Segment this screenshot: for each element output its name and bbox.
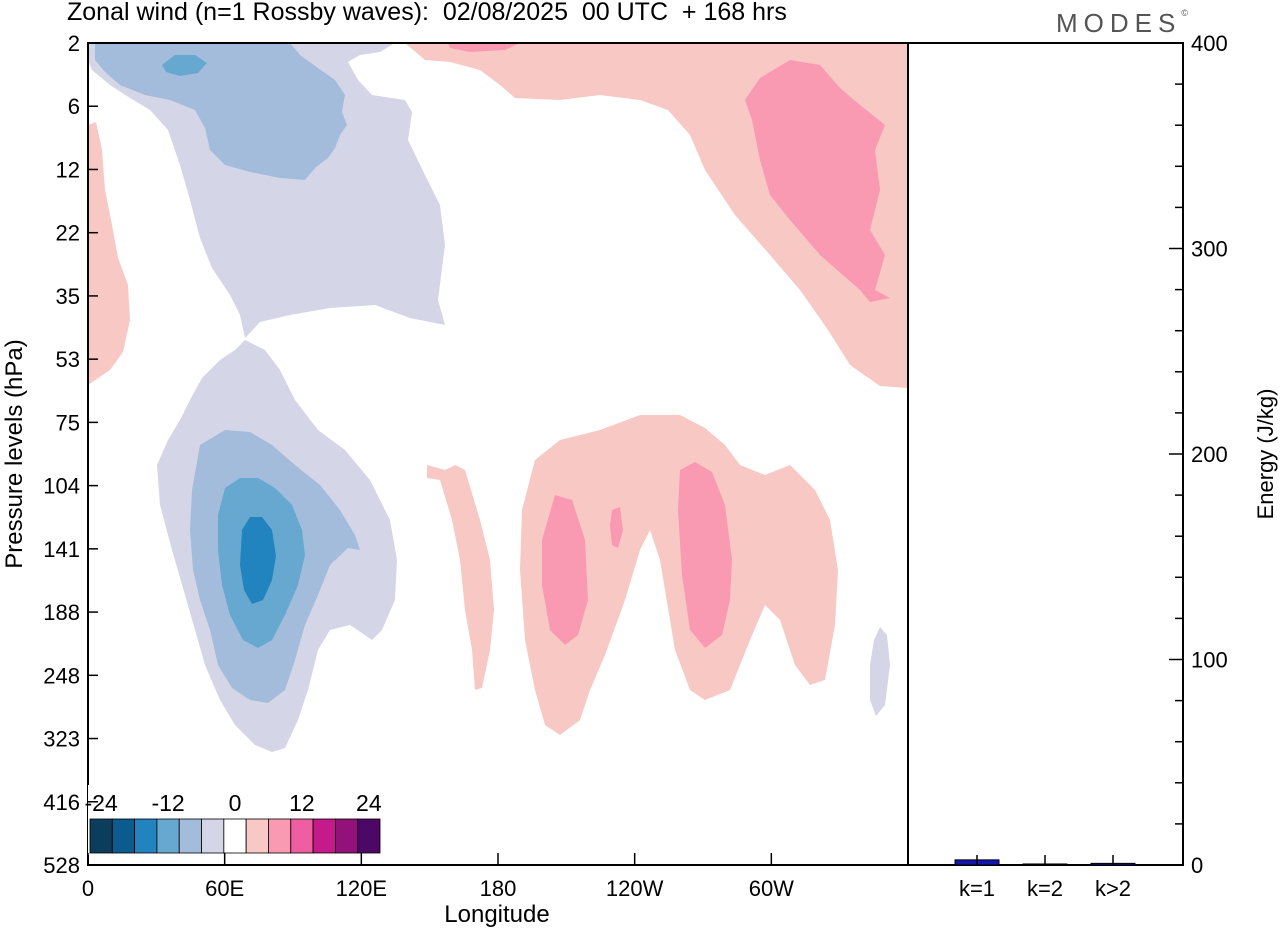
colorbar-swatch — [334, 818, 359, 854]
modes-logo-text: MODES — [1056, 8, 1182, 38]
y-tick-label: 104 — [43, 474, 80, 499]
x-tick-label: 0 — [82, 876, 94, 901]
colorbar-swatch — [89, 818, 113, 854]
copyright-mark: © — [1181, 8, 1188, 18]
y-tick-label: 22 — [56, 221, 80, 246]
y-tick-label: 75 — [56, 410, 80, 435]
energy-category-label: k>2 — [1095, 876, 1131, 901]
contour-pos-8-core-160w — [542, 495, 588, 645]
colorbar-swatch — [312, 818, 336, 854]
x-tick-label: 120W — [606, 876, 664, 901]
energy-tick-label: 300 — [1191, 237, 1228, 262]
contour-field — [88, 43, 908, 752]
contour-pos-8-core-120w — [678, 462, 732, 648]
contour-neg-4-small-blob — [870, 627, 890, 716]
colorbar-label: 0 — [229, 790, 242, 816]
colorbar-swatch — [134, 818, 158, 854]
x-axis: 0 60E 120E 180 120W 60W — [82, 853, 794, 901]
x-tick-label: 60E — [205, 876, 244, 901]
energy-category-label: k=1 — [959, 876, 995, 901]
y-tick-label: 12 — [56, 157, 80, 182]
x-tick-label: 60W — [749, 876, 794, 901]
y-tick-label: 188 — [43, 600, 80, 625]
y-axis: 2 6 12 22 35 53 75 104 141 188 248 323 416 528 — [43, 31, 98, 878]
colorbar-swatch — [223, 818, 247, 854]
energy-bars: k=1 k=2 k>2 — [954, 855, 1136, 901]
colorbar-swatch — [268, 818, 292, 854]
energy-tick-label: 400 — [1191, 31, 1228, 56]
contour-neg-16-jet-core — [240, 517, 276, 604]
energy-category-label: k=2 — [1027, 876, 1063, 901]
contour-pos-8-top-core — [448, 43, 520, 52]
colorbar-swatch — [357, 818, 381, 854]
energy-axis-label: Energy (J/kg) — [1253, 389, 1278, 520]
colorbar-label: 24 — [356, 790, 382, 816]
colorbar-swatch — [178, 818, 202, 854]
colorbar-swatch — [290, 818, 314, 854]
y-tick-label: 6 — [68, 94, 80, 119]
energy-axis: 0 100 200 300 400 — [1169, 31, 1228, 878]
colorbar-label: -24 — [85, 790, 118, 816]
energy-tick-label: 0 — [1191, 853, 1203, 878]
y-tick-label: 35 — [56, 284, 80, 309]
y-tick-label: 2 — [68, 31, 80, 56]
contour-neg-8-upper — [95, 43, 347, 180]
contour-pos-4-thin-plume — [427, 465, 494, 690]
energy-plot-frame — [907, 42, 1184, 866]
y-tick-label: 416 — [43, 790, 80, 815]
y-tick-label: 248 — [43, 663, 80, 688]
x-axis-label: Longitude — [444, 901, 549, 928]
colorbar-swatch — [245, 818, 269, 854]
y-tick-label: 53 — [56, 347, 80, 372]
y-axis-label: Pressure levels (hPa) — [1, 339, 28, 568]
colorbar-label: -12 — [151, 790, 184, 816]
y-tick-label: 323 — [43, 727, 80, 752]
x-tick-label: 180 — [480, 876, 517, 901]
colorbar-swatch — [156, 818, 180, 854]
contour-neg-4-upper — [88, 43, 445, 338]
colorbar-swatch — [111, 818, 136, 854]
contour-pos-4-left-edge — [88, 122, 130, 385]
colorbar: -24 -12 0 12 24 — [85, 785, 382, 855]
colorbar-label: 12 — [289, 790, 315, 816]
chart-title: Zonal wind (n=1 Rossby waves): 02/08/202… — [67, 0, 787, 26]
y-tick-label: 528 — [43, 853, 80, 878]
energy-tick-label: 100 — [1191, 648, 1228, 673]
contour-pos-8-upper-right-core — [745, 60, 890, 302]
x-tick-label: 120E — [336, 876, 387, 901]
colorbar-swatch — [201, 818, 225, 854]
energy-tick-label: 200 — [1191, 442, 1228, 467]
contour-neg-12-upper-peak — [162, 55, 207, 76]
modes-logo: MODES© — [1056, 8, 1188, 39]
contour-pos-4-troposphere-west — [520, 415, 838, 735]
contour-pos-8-core-small — [610, 507, 623, 548]
y-tick-label: 141 — [43, 537, 80, 562]
